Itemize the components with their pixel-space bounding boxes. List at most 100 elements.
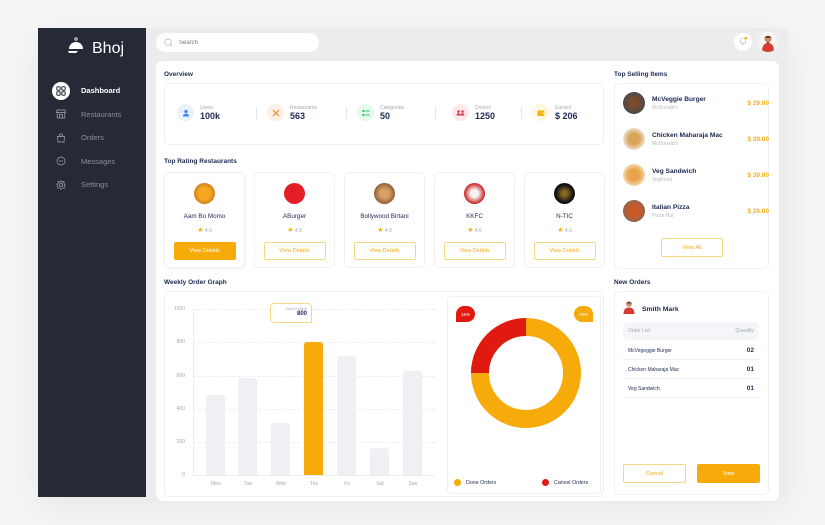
notification-button[interactable] [734, 33, 752, 51]
stat-label: Categories [380, 104, 405, 111]
restaurant-name: ABurger [282, 213, 307, 220]
bag-icon [52, 129, 70, 147]
donut-chart-card: 15% 75% Done Orders Cancel Orders [447, 296, 601, 494]
restaurant-name: Aam Bo Momo [183, 213, 226, 220]
y-axis [193, 309, 194, 475]
stat-restaurants: Restaurants 563 [267, 104, 317, 121]
donut-chart [471, 318, 581, 428]
search-icon [164, 34, 173, 52]
item-name: Italian Pizza [652, 203, 690, 211]
bar-thu[interactable] [304, 342, 323, 475]
search-input[interactable] [179, 39, 299, 46]
app-name: Bhoj [92, 39, 125, 57]
selling-item[interactable]: Veg Sandwich VegFood $ 39.00 [623, 164, 769, 186]
sidebar-item-messages[interactable]: Messages [52, 150, 146, 174]
overview-card: Users 100k Restaurants 563 Categories 50 Dr… [164, 83, 604, 145]
bar-tue[interactable] [238, 378, 257, 475]
selling-item[interactable]: McVeggie Burger McDonald's $ 29.00 [623, 92, 769, 114]
stat-label: Drivers [475, 104, 491, 111]
y-tick: 600 [176, 373, 185, 379]
star-icon: ★ [287, 227, 294, 234]
sidebar-item-label: Dashboard [81, 86, 121, 96]
item-name: McVeggie Burger [652, 95, 706, 103]
star-icon: ★ [467, 227, 474, 234]
view-button[interactable]: View [697, 464, 760, 483]
weekly-graph-title: Weekly Order Graph [164, 279, 227, 286]
order-row: McVegeggie Burger 02 [623, 342, 759, 360]
legend-done: Done Orders [454, 479, 496, 486]
stat-label: Earned [555, 104, 572, 111]
logo[interactable]: Bhoj [66, 36, 124, 61]
restaurant-list: Aam Bo Momo ★ 4.9 View Details ABurger ★… [156, 155, 606, 275]
user-icon [177, 104, 194, 121]
search-bar[interactable] [156, 33, 319, 52]
sidebar-item-orders[interactable]: Orders [52, 126, 146, 150]
selling-item[interactable]: Italian Pizza Pizza Hut $ 26.00 [623, 200, 769, 222]
restaurant-name: Bollywood Birtani [360, 213, 409, 220]
new-orders-title: New Orders [614, 279, 651, 286]
dot-icon [542, 479, 549, 486]
sidebar-item-dashboard[interactable]: Dashboard [52, 79, 146, 103]
food-image [623, 164, 645, 186]
view-details-button[interactable]: View Details [173, 242, 236, 260]
x-tick: Tue [243, 481, 253, 487]
bar-sat[interactable] [370, 448, 389, 475]
sidebar-item-label: Orders [81, 133, 104, 143]
tooltip-label: Total Orders [285, 306, 307, 311]
sidebar-item-label: Messages [81, 156, 116, 166]
store-icon [52, 105, 70, 123]
item-source: Pizza Hut [652, 212, 674, 219]
star-icon: ★ [557, 227, 564, 234]
bar-fri[interactable] [337, 356, 356, 475]
x-tick: Web [275, 481, 287, 487]
restaurant-rating: ★ 4.9 [467, 227, 482, 234]
x-tick: Fri [344, 481, 350, 487]
view-details-button[interactable]: View Details [263, 242, 326, 260]
restaurant-logo [554, 183, 575, 204]
sidebar-item-label: Restaurants [81, 109, 122, 119]
y-tick: 400 [176, 406, 185, 412]
view-details-button[interactable]: View Details [353, 242, 416, 260]
customer-avatar [623, 300, 635, 319]
bell-icon [738, 33, 748, 51]
divider [256, 107, 257, 119]
dot-icon [454, 479, 461, 486]
stat-label: Restaurants [290, 104, 317, 111]
gear-icon [52, 176, 70, 194]
bar-san[interactable] [403, 371, 422, 475]
view-details-button[interactable]: View Details [533, 242, 596, 260]
categories-icon [357, 104, 374, 121]
grid-line [193, 309, 435, 310]
view-all-button[interactable]: View All [661, 238, 723, 257]
sidebar-item-restaurants[interactable]: Restaurants [52, 103, 146, 127]
item-price: $ 39.00 [747, 171, 769, 179]
stat-value: $ 206 [555, 110, 578, 121]
cancel-button[interactable]: Cancel [623, 464, 686, 483]
stat-categories: Categories 50 [357, 104, 404, 121]
restaurant-logo [284, 183, 305, 204]
y-tick: 1000 [173, 306, 185, 312]
new-orders-card: Smith Mark Order List Quantity McVegeggie… [614, 291, 769, 495]
divider [521, 107, 522, 119]
sidebar-nav: Dashboard Restaurants Orders Messages Se… [52, 79, 146, 197]
sidebar-item-settings[interactable]: Settings [52, 173, 146, 197]
item-price: $ 29.00 [747, 99, 769, 107]
item-source: VegFood [652, 176, 673, 183]
bar-web[interactable] [271, 423, 290, 475]
user-avatar[interactable] [758, 32, 778, 52]
restaurant-name: N-TIC [556, 213, 573, 220]
x-tick: Sat [376, 481, 384, 487]
restaurant-logo [464, 183, 485, 204]
selling-item[interactable]: Chicken Maharaja Mac McDonald's $ 39.00 [623, 128, 769, 150]
stat-earned: Earned $ 206 [532, 104, 578, 121]
divider [435, 107, 436, 119]
food-image [623, 92, 645, 114]
utensils-icon [267, 104, 284, 121]
view-details-button[interactable]: View Details [443, 242, 506, 260]
sidebar: Bhoj Dashboard Restaurants Orders Messag… [38, 28, 146, 497]
divider [346, 107, 347, 119]
y-tick: 0 [182, 472, 185, 478]
bar-mon[interactable] [206, 395, 225, 475]
food-image [623, 128, 645, 150]
stat-value: 100k [200, 110, 221, 121]
